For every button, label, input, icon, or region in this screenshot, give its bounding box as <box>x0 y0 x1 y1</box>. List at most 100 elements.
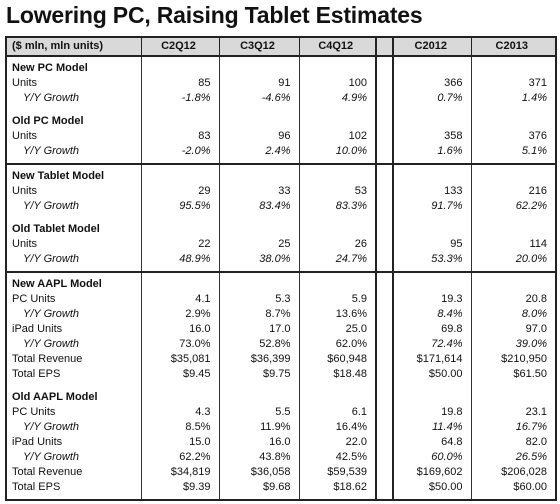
row-label: Total Revenue <box>5 352 142 367</box>
header-label: ($ mln, mln units) <box>5 36 142 57</box>
empty-cell <box>470 61 557 76</box>
row-label: Total EPS <box>5 480 142 495</box>
row-label: PC Units <box>5 405 142 420</box>
metric-row: Units 29 33 53 133 216 <box>5 184 557 199</box>
value-cell: $171,614 <box>392 352 472 367</box>
growth-row: Y/Y Growth 8.5% 11.9% 16.4% 11.4% 16.7% <box>5 420 557 435</box>
empty-cell <box>298 61 377 76</box>
spacer-cell <box>218 382 300 390</box>
spacer-cell <box>5 382 142 390</box>
empty-cell <box>392 169 472 184</box>
spacer-cell <box>375 214 394 222</box>
empty-cell <box>470 222 557 237</box>
spacer-cell <box>392 106 472 114</box>
value-cell: $61.50 <box>470 367 557 382</box>
spacer-row <box>5 214 557 222</box>
value-cell: 19.8 <box>392 405 472 420</box>
spacer-cell <box>5 106 142 114</box>
value-cell: 2.4% <box>218 144 300 159</box>
value-cell: 133 <box>392 184 472 199</box>
empty-cell <box>375 114 394 129</box>
value-cell: -4.6% <box>218 91 300 106</box>
value-cell: 6.1 <box>298 405 377 420</box>
section-title: Old Tablet Model <box>5 222 142 237</box>
row-label: PC Units <box>5 292 142 307</box>
value-cell: 8.0% <box>470 307 557 322</box>
spacer-cell <box>298 214 377 222</box>
row-label: Y/Y Growth <box>5 450 142 465</box>
value-cell: 4.9% <box>298 91 377 106</box>
spacer-cell <box>5 214 142 222</box>
spacer-cell <box>140 214 220 222</box>
value-cell: 52.8% <box>218 337 300 352</box>
value-cell: 83.3% <box>298 199 377 214</box>
title: Lowering PC, Raising Tablet Estimates <box>6 2 423 28</box>
row-label: Units <box>5 237 142 252</box>
spacer-row <box>5 56 557 61</box>
row-label: Y/Y Growth <box>5 337 142 352</box>
value-cell: 62.0% <box>298 337 377 352</box>
empty-cell <box>140 114 220 129</box>
value-cell: 8.4% <box>392 307 472 322</box>
gap-cell <box>375 76 394 91</box>
value-cell: $18.48 <box>298 367 377 382</box>
value-cell: 19.3 <box>392 292 472 307</box>
value-cell: 95.5% <box>140 199 220 214</box>
empty-cell <box>140 169 220 184</box>
value-cell: 97.0 <box>470 322 557 337</box>
value-cell: 53 <box>298 184 377 199</box>
spacer-cell <box>392 214 472 222</box>
value-cell: 91.7% <box>392 199 472 214</box>
row-label: Units <box>5 184 142 199</box>
value-cell: 376 <box>470 129 557 144</box>
spacer-cell <box>298 382 377 390</box>
value-cell: $9.68 <box>218 480 300 495</box>
spacer-cell <box>375 159 394 164</box>
value-cell: 83.4% <box>218 199 300 214</box>
row-label: Units <box>5 129 142 144</box>
value-cell: $169,602 <box>392 465 472 480</box>
growth-row: Y/Y Growth 73.0% 52.8% 62.0% 72.4% 39.0% <box>5 337 557 352</box>
spacer-cell <box>470 272 557 277</box>
value-cell: 26.5% <box>470 450 557 465</box>
spacer-cell <box>298 495 377 500</box>
value-cell: 25.0 <box>298 322 377 337</box>
value-cell: 1.4% <box>470 91 557 106</box>
spacer-cell <box>470 267 557 272</box>
group: New AAPL Model PC Units 4.1 5.3 5.9 19.3 20.8 Y… <box>5 272 557 500</box>
spacer-cell <box>375 164 394 169</box>
header-row: ($ mln, mln units) C2Q12 C3Q12 C4Q12 C2012 C2… <box>5 36 557 57</box>
empty-cell <box>392 390 472 405</box>
empty-cell <box>298 390 377 405</box>
value-cell: 102 <box>298 129 377 144</box>
value-cell: 4.3 <box>140 405 220 420</box>
gap-cell <box>375 405 394 420</box>
group: New Tablet Model Units 29 33 53 133 216 Y/Y Gro… <box>5 164 557 272</box>
value-cell: 114 <box>470 237 557 252</box>
gap-cell <box>375 36 394 57</box>
value-cell: 8.7% <box>218 307 300 322</box>
spacer-cell <box>140 382 220 390</box>
section-row: New PC Model <box>5 61 557 76</box>
value-cell: 20.8 <box>470 292 557 307</box>
gap-cell <box>375 292 394 307</box>
column-header: C3Q12 <box>218 36 300 57</box>
spacer-cell <box>375 106 394 114</box>
value-cell: $18.62 <box>298 480 377 495</box>
value-cell: 42.5% <box>298 450 377 465</box>
gap-cell <box>375 199 394 214</box>
empty-cell <box>298 114 377 129</box>
value-cell: $206,028 <box>470 465 557 480</box>
value-cell: 39.0% <box>470 337 557 352</box>
empty-cell <box>218 277 300 292</box>
gap-cell <box>375 480 394 495</box>
value-cell: 1.6% <box>392 144 472 159</box>
section-row: Old Tablet Model <box>5 222 557 237</box>
value-cell: 16.7% <box>470 420 557 435</box>
column-header: C2Q12 <box>140 36 220 57</box>
empty-cell <box>298 277 377 292</box>
value-cell: $59,539 <box>298 465 377 480</box>
gap-cell <box>375 91 394 106</box>
value-cell: 16.0 <box>140 322 220 337</box>
